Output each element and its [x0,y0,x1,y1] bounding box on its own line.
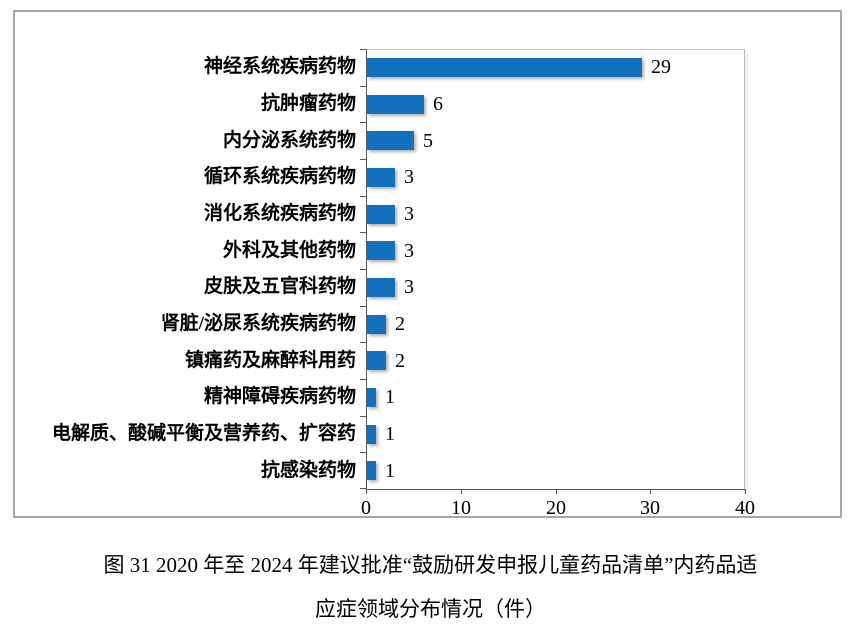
value-label-7: 2 [395,313,405,335]
value-tick-label-0: 0 [361,497,371,519]
value-label-6: 3 [404,276,414,299]
value-label-3: 3 [404,166,414,189]
figure-caption-line2: 应症领域分布情况（件） [315,597,546,621]
figure-caption-line1: 图 31 2020 年至 2024 年建议批准“鼓励研发申报儿童药品清单”内药品… [103,553,758,577]
value-label-4: 3 [404,203,414,225]
value-tick-label-3: 30 [640,497,660,519]
value-label-10: 1 [385,423,395,445]
category-label-9: 精神障碍疾病药物 [203,386,356,408]
value-label-9: 1 [385,386,395,409]
value-tick-label-4: 40 [735,497,755,519]
value-label-0: 29 [651,56,671,79]
bar-9 [367,387,376,407]
category-label-4: 消化系统疾病药物 [203,203,356,224]
category-label-7: 肾脏/泌尿系统疾病药物 [160,313,356,334]
bar-2 [367,131,414,151]
category-tick-5 [360,232,366,233]
category-tick-12 [360,488,366,489]
value-tick-0 [366,489,367,494]
value-tick-label-1: 10 [451,497,471,519]
category-label-10: 电解质、酸碱平衡及营养药、扩容药 [51,423,356,444]
plot-area: 神经系统疾病药物 29 抗肿瘤药物 6 内分泌系统药物 5 循环系统疾病药物 3 消化系统疾病药… [52,49,755,518]
value-label-2: 5 [423,129,433,152]
value-label-5: 3 [404,239,414,262]
plot-border-top [366,49,745,50]
category-label-8: 镇痛药及麻醉科用药 [184,349,356,371]
category-label-5: 外科及其他药物 [222,239,356,261]
category-label-2: 内分泌系统药物 [222,129,356,151]
category-tick-4 [360,196,366,197]
bar-6 [367,277,395,297]
value-axis-line [366,489,745,490]
category-label-0: 神经系统疾病药物 [203,56,356,78]
value-tick-label-2: 20 [546,497,566,519]
category-tick-2 [360,122,366,123]
category-tick-8 [360,342,366,343]
plot-border-right [744,49,745,489]
value-tick-1 [461,489,462,494]
value-label-8: 2 [395,349,405,372]
category-tick-0 [360,49,366,50]
category-tick-1 [360,86,366,87]
bar-1 [367,94,424,114]
category-tick-9 [360,379,366,380]
bar-0 [367,57,642,77]
category-tick-7 [360,306,366,307]
value-tick-2 [556,489,557,494]
bar-10 [367,424,376,444]
category-tick-11 [360,452,366,453]
bar-11 [367,461,376,481]
bar-5 [367,241,395,261]
value-label-11: 1 [385,459,395,482]
chart-container: 神经系统疾病药物 29 抗肿瘤药物 6 内分泌系统药物 5 循环系统疾病药物 3 消化系统疾病药… [13,10,842,518]
bar-7 [367,314,386,334]
category-label-3: 循环系统疾病药物 [203,166,356,188]
bar-4 [367,204,395,224]
category-tick-3 [360,159,366,160]
bar-8 [367,351,386,371]
value-tick-3 [650,489,651,494]
category-label-1: 抗肿瘤药物 [260,93,356,114]
category-tick-10 [360,416,366,417]
category-tick-6 [360,269,366,270]
category-axis-line [366,49,367,489]
value-label-1: 6 [433,93,443,115]
figure-caption: 图 31 2020 年至 2024 年建议批准“鼓励研发申报儿童药品清单”内药品… [0,543,861,630]
category-label-11: 抗感染药物 [260,459,356,481]
bar-3 [367,167,395,187]
value-tick-4 [745,489,746,494]
category-label-6: 皮肤及五官科药物 [203,276,356,298]
